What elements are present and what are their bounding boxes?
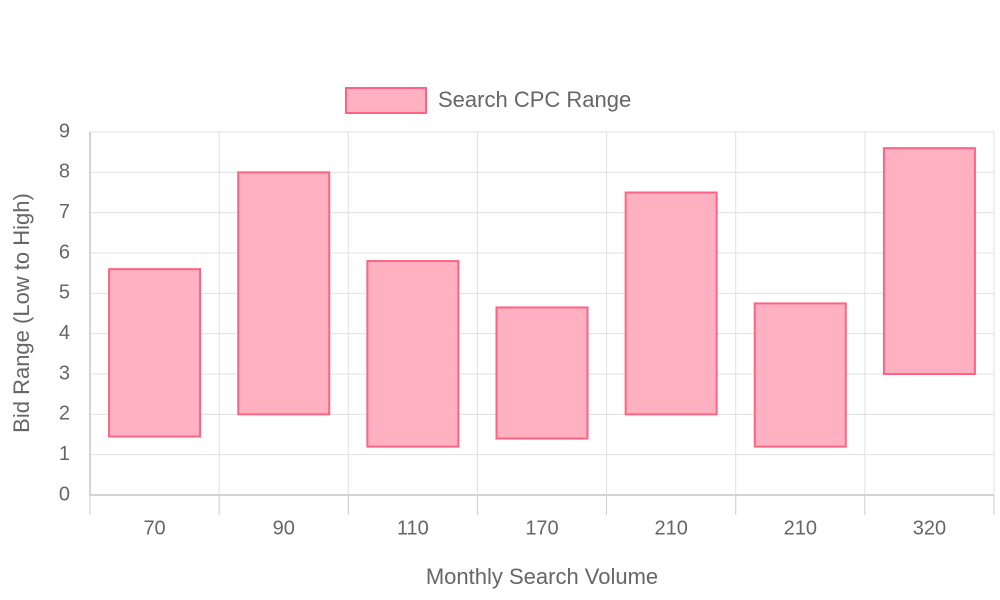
y-tick-label: 9 <box>59 120 70 142</box>
bar <box>882 147 976 375</box>
y-axis-title: Bid Range (Low to High) <box>9 193 34 433</box>
y-tick-label: 3 <box>59 362 70 384</box>
bar <box>753 302 847 448</box>
y-tick-label: 1 <box>59 443 70 465</box>
x-tick-label: 110 <box>397 517 429 539</box>
legend-swatch[interactable] <box>345 87 427 114</box>
legend-label[interactable]: Search CPC Range <box>438 87 631 112</box>
y-tick-label: 5 <box>59 282 70 304</box>
y-tick-label: 4 <box>59 322 70 344</box>
x-tick-label: 70 <box>143 517 165 539</box>
bar <box>366 260 460 448</box>
x-tick-label: 210 <box>654 517 687 539</box>
y-tick-label: 8 <box>59 161 70 183</box>
bar <box>108 268 202 438</box>
bar <box>237 171 331 416</box>
y-tick-label: 2 <box>59 403 70 425</box>
x-tick-label: 210 <box>784 517 817 539</box>
y-tick-label: 7 <box>59 201 70 223</box>
bar <box>495 306 589 440</box>
y-tick-label: 0 <box>59 483 70 505</box>
x-tick-label: 320 <box>913 517 946 539</box>
x-tick-label: 90 <box>273 517 295 539</box>
bar <box>624 191 718 416</box>
x-axis-title: Monthly Search Volume <box>426 564 658 589</box>
x-tick-label: 170 <box>525 517 558 539</box>
y-tick-label: 6 <box>59 241 70 263</box>
